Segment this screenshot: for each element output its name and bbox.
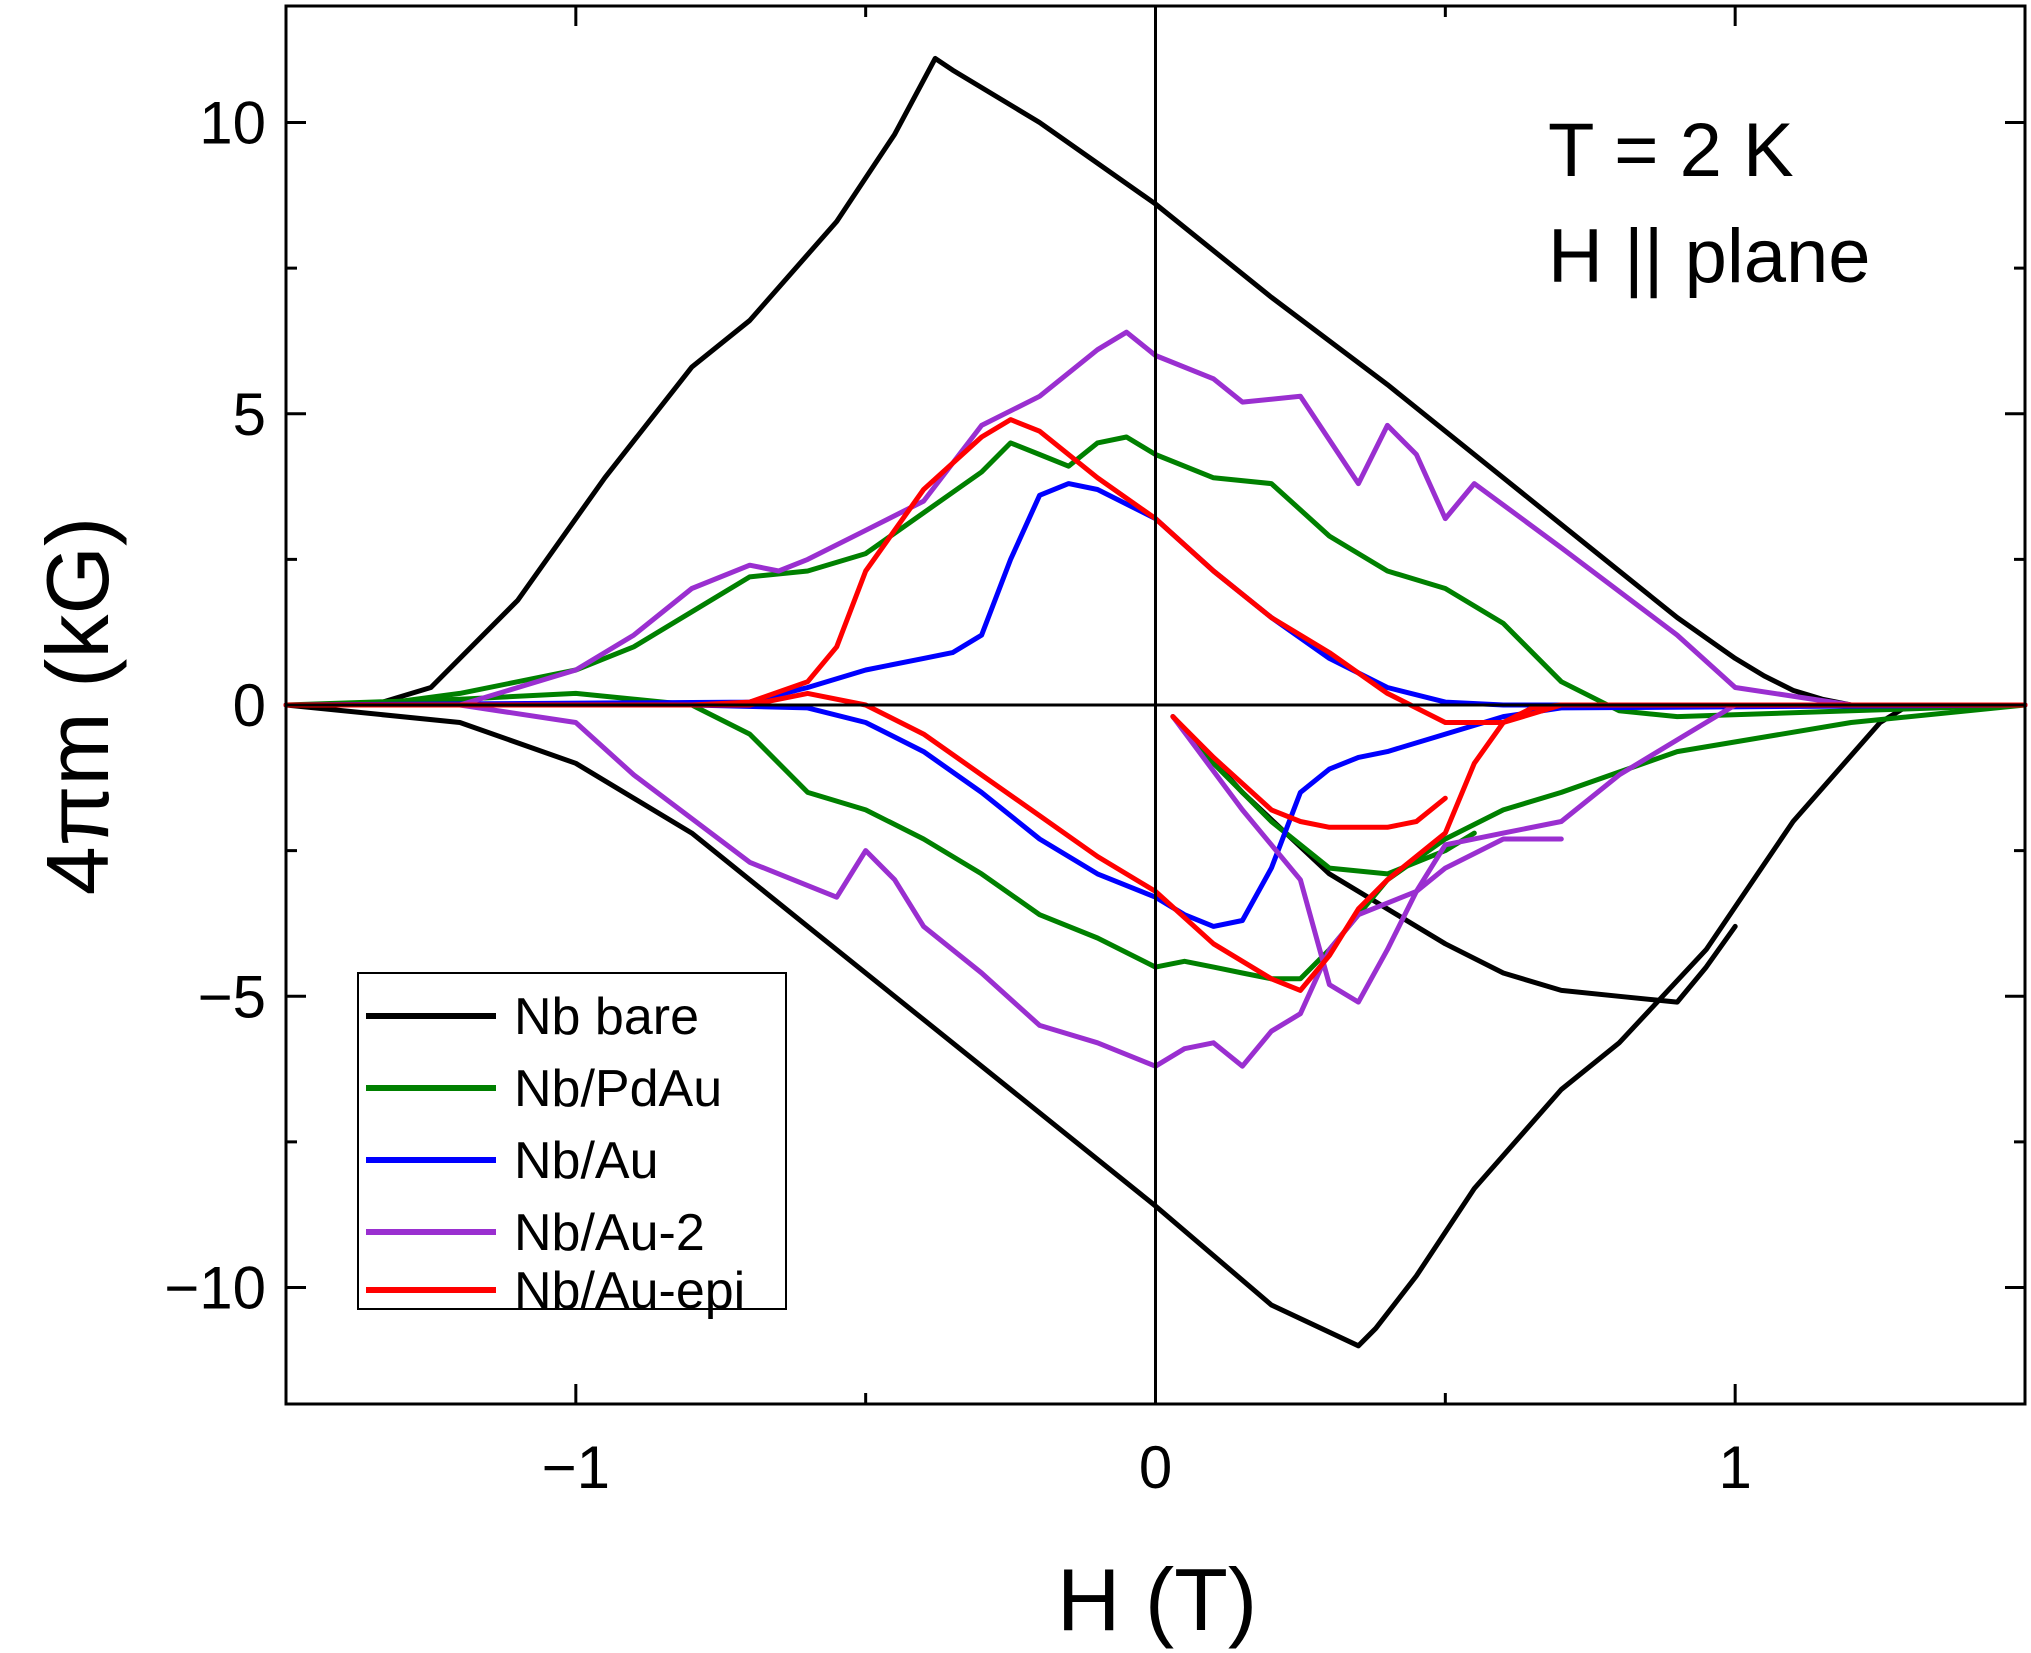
x-tick-label: 0 [1139,1434,1172,1501]
series-nb-pdau [283,434,2028,982]
y-tick-label: 5 [233,381,266,448]
y-tick-label: −5 [198,963,266,1030]
y-tick-label: −10 [164,1255,266,1322]
series-nb-au-2-branch-1 [283,702,2028,1069]
annotation-field-orientation: H || plane [1548,214,1871,299]
legend-box [357,972,787,1310]
y-axis-title: 4πm (kG) [28,517,127,895]
y-tick-label: 10 [199,90,266,157]
series-nb-bare-branch-1 [283,702,2028,1349]
legend: Nb bare Nb/PdAu Nb/Au Nb/Au-2 Nb/Au-epi [357,972,787,1320]
series-nb-au-2-branch-0 [283,329,2028,708]
annotation-temperature: T = 2 K [1548,108,1794,193]
legend-label-nb-pdau: Nb/PdAu [514,1060,722,1118]
series-nb-au [283,481,2028,929]
series-nb-au-epi-branch-0 [283,417,2028,725]
series-nb-au-epi [283,417,2028,993]
series-nb-au-2-branch-2 [1170,714,1564,1005]
legend-label-nb-au: Nb/Au [514,1132,659,1190]
legend-label-nb-au-epi: Nb/Au-epi [514,1262,745,1320]
series-layer [283,55,2028,1349]
legend-label-nb-bare: Nb bare [514,988,699,1046]
series-nb-au-2 [283,329,2028,1069]
series-nb-pdau-branch-1 [283,690,2028,982]
series-nb-pdau-branch-0 [283,434,2028,720]
series-nb-au-epi-branch-2 [1170,714,1448,830]
x-axis-title: H (T) [1057,1550,1257,1649]
series-nb-au-branch-1 [283,702,2028,929]
legend-label-nb-au-2: Nb/Au-2 [514,1204,705,1262]
y-tick-label: 0 [233,672,266,739]
series-nb-au-branch-0 [283,481,2028,708]
x-tick-label: 1 [1718,1434,1751,1501]
x-tick-label: −1 [542,1434,610,1501]
series-nb-pdau-branch-2 [1170,714,1477,877]
series-nb-bare-branch-0 [283,55,2028,708]
series-nb-au-epi-branch-1 [283,690,2028,993]
